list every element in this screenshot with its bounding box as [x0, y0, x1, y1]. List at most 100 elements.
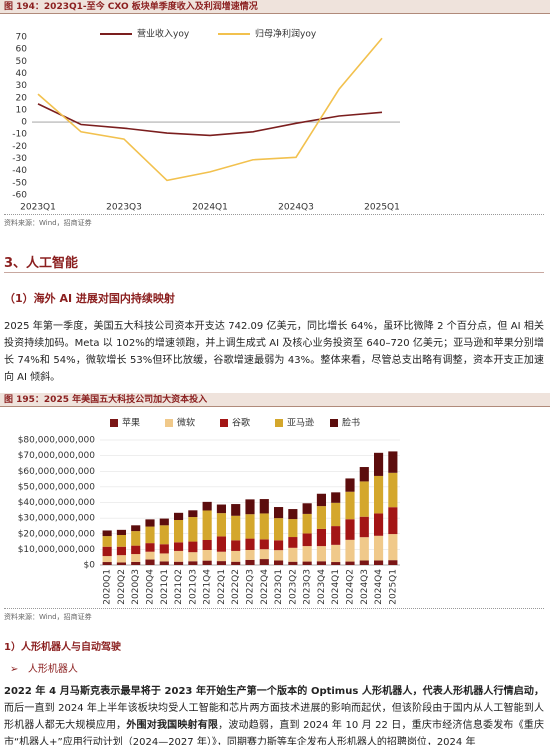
bar-segment	[202, 550, 212, 561]
bar-segment	[359, 537, 369, 561]
bar-segment	[259, 559, 269, 565]
bar-segment	[116, 535, 126, 547]
y-tick-label: 10	[16, 105, 28, 115]
bar-segment	[316, 561, 326, 565]
x-tick-label: 2022Q2	[231, 569, 241, 605]
x-tick-label: 2024Q3	[278, 203, 314, 213]
bar-segment	[388, 534, 398, 561]
x-tick-label: 2021Q3	[188, 569, 198, 605]
bar-segment	[274, 540, 284, 551]
legend-swatch	[110, 419, 118, 427]
bar-segment	[345, 519, 355, 540]
bar-segment	[231, 540, 241, 551]
bar-segment	[202, 560, 212, 565]
x-tick-label: 2024Q2	[346, 569, 356, 605]
bar-segment	[245, 550, 255, 560]
paragraph: 2022 年 4 月马斯克表示最早将于 2023 年开始生产第一个版本的 Opt…	[4, 683, 544, 745]
bar-segment	[131, 531, 141, 546]
bar-segment	[102, 556, 112, 563]
x-tick-label: 2024Q1	[192, 203, 228, 213]
x-tick-label: 2023Q4	[317, 569, 327, 605]
bar-segment	[245, 538, 255, 550]
x-tick-label: 2020Q3	[131, 569, 141, 605]
bar-segment	[388, 472, 398, 508]
x-tick-label: 2021Q4	[203, 569, 213, 605]
bar-segment	[374, 560, 384, 565]
legend-label: 谷歌	[232, 417, 250, 429]
bar-segment	[316, 546, 326, 562]
x-tick-label: 2021Q1	[160, 569, 170, 605]
y-tick-label: -10	[12, 130, 27, 140]
text-run: 而后一直到 2024 年上半年该板块均受人工智能和芯片两方面技术进展的影响而起伏…	[4, 703, 544, 731]
bullet-icon: ➢	[10, 664, 28, 675]
line-series	[37, 103, 383, 137]
legend-swatch	[330, 419, 338, 427]
text-run: ，波动趋弱，直到 2024 年 10 月 22 日，重庆市经济信息委发布《重庆市…	[4, 720, 545, 745]
bar-segment	[274, 560, 284, 565]
bar-segment	[288, 547, 298, 562]
bar-segment	[288, 519, 298, 538]
bar-segment	[188, 561, 198, 565]
bar-segment	[116, 555, 126, 563]
bar-segment	[316, 528, 326, 547]
bar-segment	[145, 519, 155, 527]
bar-segment	[345, 539, 355, 562]
bar-segment	[159, 561, 169, 565]
legend-label: 苹果	[122, 417, 140, 429]
bar-segment	[116, 546, 126, 556]
bar-segment	[259, 549, 269, 560]
bar-segment	[388, 507, 398, 535]
bar-segment	[316, 506, 326, 529]
bar-segment	[159, 544, 169, 554]
y-tick-label: -20	[12, 142, 27, 152]
bar-segment	[216, 504, 226, 514]
bar-segment	[331, 544, 341, 563]
bar-segment	[274, 507, 284, 519]
bar-segment	[202, 510, 212, 540]
legend-label: 微软	[177, 417, 195, 429]
bar-segment	[202, 501, 212, 511]
bar-segment	[102, 562, 112, 565]
y-tick-label: $30,000,000,000	[18, 514, 96, 524]
bar-segment	[231, 561, 241, 565]
y-tick-label: $70,000,000,000	[18, 451, 96, 461]
y-tick-label: $40,000,000,000	[18, 498, 96, 508]
bar-segment	[331, 562, 341, 565]
y-tick-label: 40	[16, 69, 28, 79]
x-tick-label: 2025Q1	[364, 203, 400, 213]
y-tick-label: 0	[21, 118, 27, 128]
bar-segment	[216, 561, 226, 565]
bar-segment	[288, 561, 298, 565]
bar-segment	[245, 559, 255, 565]
bar-segment	[374, 452, 384, 476]
source: 资料来源：Wind，招商证券	[4, 219, 92, 227]
y-tick-label: -30	[12, 154, 27, 164]
x-tick-label: 2020Q2	[117, 569, 127, 605]
bar-segment	[316, 493, 326, 507]
y-tick-label: 20	[16, 93, 28, 103]
y-tick-label: 30	[16, 81, 28, 91]
y-tick-label: -60	[12, 191, 27, 201]
x-tick-label: 2024Q4	[374, 569, 384, 605]
x-tick-label: 2025Q1	[388, 569, 398, 605]
section-title: 3、人工智能	[4, 256, 79, 271]
bar-segment	[131, 561, 141, 565]
x-tick-label: 2023Q1	[20, 203, 56, 213]
bar-segment	[259, 499, 269, 514]
legend-label: 脸书	[342, 417, 360, 429]
source: 资料来源：Wind，招商证券	[4, 613, 92, 621]
bar-segment	[188, 510, 198, 518]
bar-segment	[231, 550, 241, 562]
x-tick-label: 2021Q2	[174, 569, 184, 605]
bar-segment	[331, 526, 341, 545]
bar-segment	[188, 517, 198, 542]
y-tick-label: -50	[12, 178, 27, 188]
legend-label: 亚马逊	[287, 418, 314, 429]
bar-segment	[302, 513, 312, 534]
legend-swatch	[165, 419, 173, 427]
bullet-text: 人形机器人	[27, 664, 78, 675]
y-tick-label: $50,000,000,000	[18, 482, 96, 492]
y-tick-label: $80,000,000,000	[18, 436, 96, 446]
bar-segment	[202, 540, 212, 550]
sub-heading: 1）人形机器人与自动驾驶	[4, 642, 121, 653]
